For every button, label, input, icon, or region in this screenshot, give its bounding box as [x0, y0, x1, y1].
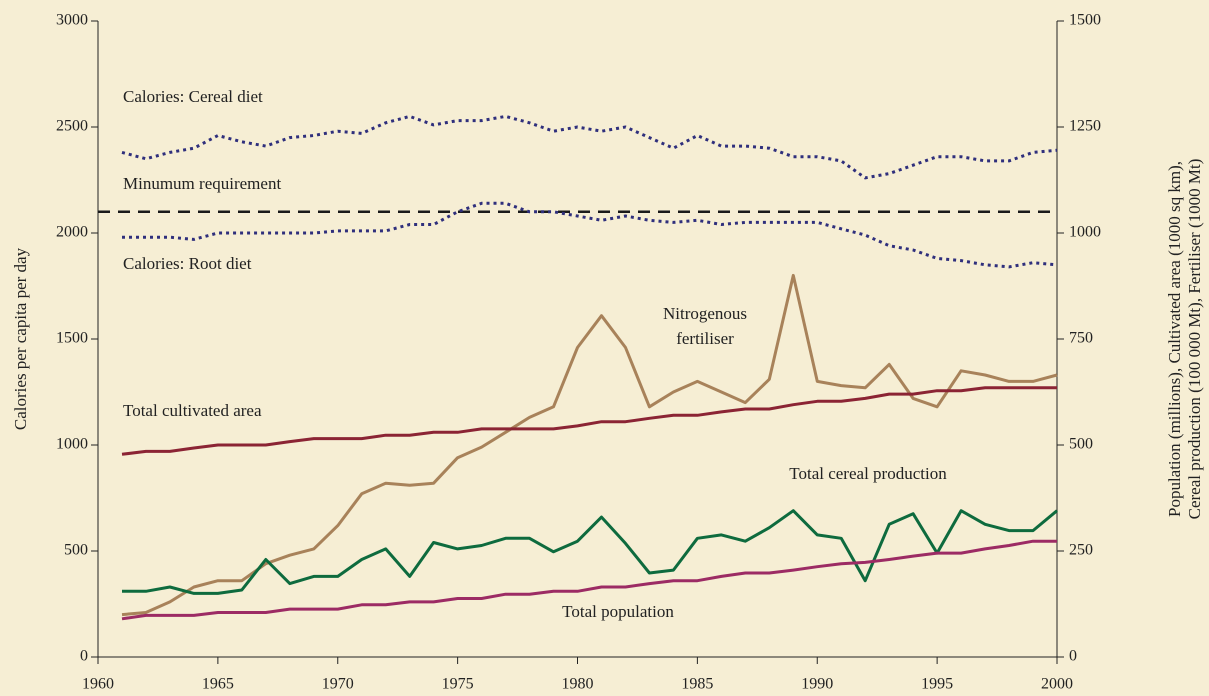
series-label: Calories: Root diet: [123, 254, 252, 273]
y2-axis-label: Population (millions), Cultivated area (…: [1165, 161, 1184, 517]
x-tick-label: 1985: [681, 676, 713, 693]
y-tick-label: 0: [80, 648, 88, 665]
x-tick-label: 1960: [82, 676, 114, 693]
series-line: [121, 114, 1058, 180]
y-tick-label: 3000: [56, 12, 88, 29]
x-tick-label: 1965: [202, 676, 234, 693]
x-tick-label: 1970: [322, 676, 354, 693]
series-line: [121, 539, 1057, 621]
y2-tick-label: 1500: [1069, 12, 1101, 29]
series-line: [122, 509, 1058, 595]
y-tick-label: 2500: [56, 118, 88, 135]
series-label: Calories: Cereal diet: [123, 87, 263, 106]
y-tick-label: 500: [64, 542, 88, 559]
y2-axis-label: Cereal production (100 000 Mt), Fertilis…: [1185, 159, 1204, 520]
series-line: [122, 201, 1058, 269]
x-tick-label: 1990: [801, 676, 833, 693]
series-line: [121, 273, 1058, 617]
x-tick-label: 2000: [1041, 676, 1073, 693]
x-tick-label: 1980: [562, 676, 594, 693]
y-tick-label: 2000: [56, 224, 88, 241]
series-line: [121, 386, 1057, 456]
series-label: Nitrogenous fertiliser: [663, 304, 747, 348]
y-axis-label: Calories per capita per day: [11, 247, 30, 430]
y2-tick-label: 750: [1069, 330, 1093, 347]
y2-tick-label: 1000: [1069, 224, 1101, 241]
x-tick-label: 1975: [442, 676, 474, 693]
y-tick-label: 1500: [56, 330, 88, 347]
series-label: Total population: [562, 602, 674, 621]
y-tick-label: 1000: [56, 436, 88, 453]
reference-line-label: Minumum requirement: [123, 174, 281, 193]
series-label: Total cultivated area: [123, 401, 262, 420]
series-label: Total cereal production: [789, 464, 947, 483]
y2-tick-label: 250: [1069, 542, 1093, 559]
y2-tick-label: 500: [1069, 436, 1093, 453]
y2-tick-label: 0: [1069, 648, 1077, 665]
x-tick-label: 1995: [921, 676, 953, 693]
y2-tick-label: 1250: [1069, 118, 1101, 135]
